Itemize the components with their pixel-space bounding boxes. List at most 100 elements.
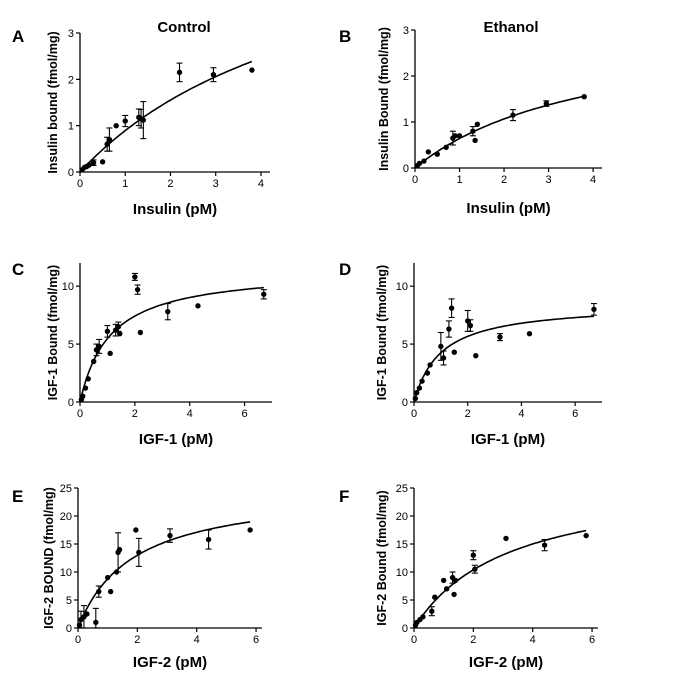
data-point — [140, 117, 147, 123]
x-tick-label: 2 — [470, 634, 476, 646]
data-point — [86, 162, 92, 168]
data-point — [99, 159, 106, 165]
panel-letter-c: C — [12, 260, 24, 279]
y-tick-label: 10 — [396, 281, 408, 293]
x-axis-label: IGF-1 (pM) — [139, 431, 213, 448]
data-point — [432, 594, 438, 600]
y-axis-label: IGF-1 Bound (fmol/mg) — [375, 265, 389, 400]
x-tick-label: 4 — [530, 634, 536, 646]
y-tick-label: 10 — [62, 281, 74, 293]
data-point — [443, 586, 450, 592]
x-tick-label: 6 — [253, 634, 259, 646]
data-point — [107, 350, 113, 357]
data-point — [443, 144, 449, 150]
y-tick-label: 0 — [66, 623, 72, 635]
data-point — [440, 355, 447, 361]
fit-curve — [77, 521, 251, 629]
data-point — [84, 611, 90, 617]
data-point — [470, 128, 476, 134]
y-axis-label: IGF-2 Bound (fmol/mg) — [375, 490, 389, 625]
data-point — [416, 160, 423, 167]
y-tick-label: 0 — [402, 397, 408, 409]
data-point — [526, 330, 533, 337]
x-tick-label: 6 — [572, 408, 578, 420]
data-point — [543, 100, 550, 107]
data-point — [122, 118, 128, 124]
data-point — [427, 362, 433, 368]
data-point — [465, 318, 471, 324]
data-point — [434, 151, 440, 157]
fit-curve — [413, 315, 594, 403]
data-point — [93, 619, 99, 626]
data-point — [210, 72, 217, 78]
panel-letter-e: E — [12, 487, 23, 506]
data-point — [115, 324, 122, 330]
data-point — [440, 577, 447, 584]
y-tick-label: 5 — [402, 595, 408, 607]
data-point — [424, 370, 431, 376]
data-point — [452, 133, 458, 139]
x-tick-label: 4 — [258, 178, 264, 190]
y-tick-label: 3 — [68, 28, 74, 40]
y-tick-label: 1 — [403, 117, 409, 129]
data-point — [446, 326, 452, 332]
data-point — [420, 614, 426, 620]
data-point — [416, 385, 423, 391]
data-point — [85, 376, 91, 382]
data-point — [438, 343, 444, 350]
data-point — [473, 352, 479, 359]
x-tick-label: 0 — [75, 634, 81, 646]
y-tick-label: 2 — [403, 71, 409, 83]
panel-letter-a: A — [12, 27, 24, 46]
data-point — [541, 542, 548, 548]
data-point — [132, 274, 138, 280]
x-tick-label: 6 — [589, 634, 595, 646]
data-point — [448, 305, 455, 311]
data-point — [91, 358, 97, 365]
data-point — [456, 133, 463, 139]
x-tick-label: 0 — [412, 174, 418, 186]
data-point — [451, 349, 457, 355]
y-axis-label: IGF-1 Bound (fmol/mg) — [46, 265, 60, 400]
y-tick-label: 15 — [396, 539, 408, 551]
y-tick-label: 25 — [60, 483, 72, 495]
x-tick-label: 4 — [518, 408, 524, 420]
y-axis-label: Insulin bound (fmol/mg) — [46, 31, 60, 173]
x-tick-label: 2 — [134, 634, 140, 646]
panel-d: D 0 2 4 6 0 5 10 IGF-1 (pM) IGF-1 Bound (fmol/mg) — [339, 260, 602, 448]
x-tick-label: 4 — [194, 634, 200, 646]
group-title-control: Control — [157, 19, 210, 36]
x-tick-label: 1 — [122, 178, 128, 190]
x-tick-label: 1 — [456, 174, 462, 186]
x-tick-label: 3 — [213, 178, 219, 190]
data-point — [249, 67, 255, 73]
data-point — [583, 532, 589, 539]
y-tick-label: 5 — [402, 339, 408, 351]
x-tick-label: 0 — [77, 408, 83, 420]
y-tick-label: 1 — [68, 121, 74, 133]
y-tick-label: 5 — [66, 595, 72, 607]
panel-c: C 0 2 4 6 0 5 10 IGF-1 (pM) IGF-1 Bound (fmol/mg) — [12, 260, 272, 448]
data-point — [429, 608, 435, 614]
panel-b: B 0 1 2 3 4 0 1 2 3 Insulin (pM) Insulin Bound (fmo… — [339, 25, 602, 217]
data-point — [581, 94, 587, 100]
data-point — [137, 329, 144, 336]
x-tick-label: 6 — [242, 408, 248, 420]
data-point — [104, 141, 110, 147]
data-point — [136, 549, 142, 556]
x-axis-label: IGF-2 (pM) — [133, 654, 207, 671]
y-tick-label: 25 — [396, 483, 408, 495]
x-tick-label: 4 — [187, 408, 193, 420]
y-axis-label: Insulin Bound (fmol/mg) — [377, 27, 391, 171]
data-point — [104, 574, 111, 581]
data-point — [451, 591, 457, 598]
panel-letter-b: B — [339, 27, 351, 46]
fit-curve — [79, 60, 253, 173]
panel-a: A 0 1 2 3 4 0 1 2 3 Insulin (pM) Insulin bound (fmo… — [12, 27, 270, 218]
data-point — [167, 532, 173, 539]
data-point — [104, 328, 111, 335]
data-point — [472, 137, 478, 144]
data-point — [261, 291, 267, 297]
x-tick-label: 0 — [77, 178, 83, 190]
